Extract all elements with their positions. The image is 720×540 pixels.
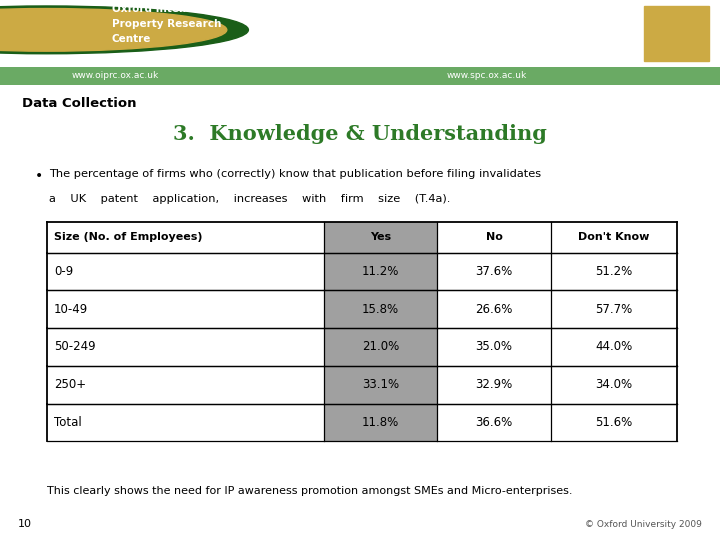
Text: •: • — [35, 170, 42, 184]
Bar — [324, 253, 438, 291]
Text: 36.6%: 36.6% — [475, 416, 513, 429]
Text: www.spc.ox.ac.uk: www.spc.ox.ac.uk — [446, 71, 526, 80]
Bar — [324, 403, 438, 441]
Bar — [324, 291, 438, 328]
Bar — [644, 6, 709, 62]
Text: 15.8%: 15.8% — [362, 303, 400, 316]
Bar — [324, 328, 438, 366]
Text: 26.6%: 26.6% — [475, 303, 513, 316]
Text: 50-249: 50-249 — [54, 341, 96, 354]
Text: © Oxford University 2009: © Oxford University 2009 — [585, 519, 702, 529]
Text: Yes: Yes — [370, 232, 391, 242]
Text: St. Peter’s College
University of Oxford: St. Peter’s College University of Oxford — [446, 4, 588, 36]
Text: 51.6%: 51.6% — [595, 416, 632, 429]
Bar — [324, 222, 438, 253]
Circle shape — [0, 9, 227, 51]
Text: The percentage of firms who (correctly) know that publication before filing inva: The percentage of firms who (correctly) … — [49, 170, 541, 179]
Circle shape — [0, 6, 248, 54]
Text: Total: Total — [54, 416, 82, 429]
Text: 57.7%: 57.7% — [595, 303, 632, 316]
Text: 0-9: 0-9 — [54, 265, 73, 278]
Text: 37.6%: 37.6% — [475, 265, 513, 278]
Text: 3.  Knowledge & Understanding: 3. Knowledge & Understanding — [173, 124, 547, 144]
Text: 35.0%: 35.0% — [476, 341, 513, 354]
Text: Don't Know: Don't Know — [578, 232, 649, 242]
Text: 10-49: 10-49 — [54, 303, 89, 316]
Text: Data Collection: Data Collection — [22, 97, 136, 110]
Text: Size (No. of Employees): Size (No. of Employees) — [54, 232, 202, 242]
Text: 250+: 250+ — [54, 378, 86, 391]
Text: 33.1%: 33.1% — [362, 378, 400, 391]
Text: 51.2%: 51.2% — [595, 265, 632, 278]
Text: 21.0%: 21.0% — [362, 341, 400, 354]
Text: a    UK    patent    application,    increases    with    firm    size    (T.4a): a UK patent application, increases with … — [49, 193, 450, 204]
Text: This clearly shows the need for IP awareness promotion amongst SMEs and Micro-en: This clearly shows the need for IP aware… — [47, 487, 572, 496]
Text: www.oiprc.ox.ac.uk: www.oiprc.ox.ac.uk — [72, 71, 159, 80]
Text: 34.0%: 34.0% — [595, 378, 632, 391]
Text: No: No — [486, 232, 503, 242]
Text: 11.2%: 11.2% — [362, 265, 400, 278]
Bar — [324, 366, 438, 403]
Text: 11.8%: 11.8% — [362, 416, 400, 429]
Text: 32.9%: 32.9% — [475, 378, 513, 391]
Bar — [0, 66, 720, 85]
Text: Oxford Intellectual
Property Research
Centre: Oxford Intellectual Property Research Ce… — [112, 4, 222, 44]
Text: 44.0%: 44.0% — [595, 341, 632, 354]
Text: 10: 10 — [18, 518, 32, 529]
